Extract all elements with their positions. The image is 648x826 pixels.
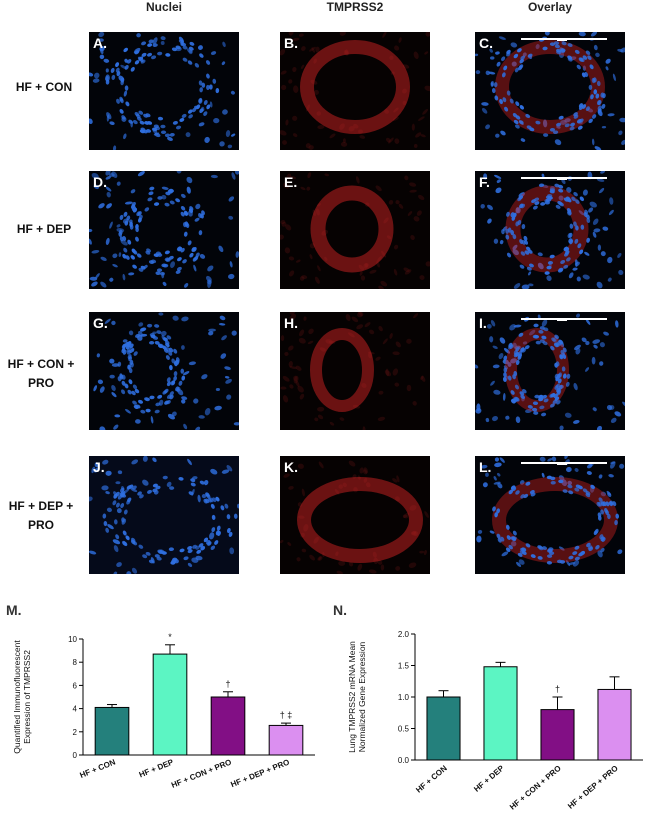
x-tick-label: HF + DEP + PRO (229, 758, 290, 790)
significance-mark: * (168, 632, 172, 642)
panel-label: D. (93, 174, 107, 190)
y-axis-label: Lung TMPRSS2 mRNA Mean (347, 641, 357, 753)
micrograph-panel-g: G. (89, 312, 239, 430)
panel-label: J. (93, 459, 105, 475)
x-tick-label: HF + CON (414, 763, 449, 794)
y-tick-label: 1.5 (398, 662, 410, 671)
y-tick-label: 0 (73, 751, 78, 760)
chart-m-label: M. (6, 602, 22, 618)
y-tick-label: 2 (73, 728, 78, 737)
y-tick-label: 4 (73, 705, 78, 714)
y-tick-label: 2.0 (398, 630, 410, 639)
y-tick-label: 0.0 (398, 756, 410, 765)
bar (210, 696, 246, 756)
significance-mark: † (555, 684, 560, 694)
x-tick-label: HF + CON (79, 757, 117, 779)
bar (268, 724, 304, 756)
bar (426, 696, 461, 761)
bar (483, 666, 518, 761)
y-tick-label: 1.0 (398, 693, 410, 702)
row-label-hf-con-pro: HF + CON + PRO (7, 357, 75, 390)
panel-label: B. (284, 35, 298, 51)
row-label-hf-con: HF + CON (15, 80, 73, 94)
x-tick-label: HF + DEP (472, 763, 506, 794)
y-tick-label: 10 (68, 635, 77, 644)
significance-mark: † ‡ (280, 710, 293, 720)
row-label-hf-dep-pro: HF + DEP + PRO (8, 499, 74, 532)
chart-n: 0.0 0.5 1.0 1.5 2.0 Lung TMPRSS2 mRNA Mean Nor… (347, 630, 643, 812)
y-tick-label: 0.5 (398, 725, 410, 734)
panel-label: E. (284, 174, 298, 190)
y-axis-label: Expression of TMPRSS2 (22, 650, 32, 744)
scale-bar (521, 177, 607, 180)
row-label-hf-dep: HF + DEP (16, 222, 72, 236)
bar (540, 709, 575, 761)
x-tick-label: HF + DEP (138, 757, 176, 779)
panel-label: G. (93, 315, 108, 331)
panel-label: A. (93, 35, 107, 51)
column-header-overlay: Overlay (527, 0, 573, 14)
bar (597, 688, 632, 761)
y-axis-label: Quantified Immunofluorescent (12, 640, 22, 754)
panel-label: H. (284, 315, 298, 331)
micrograph-panel-l: L. (475, 456, 625, 574)
column-header-nuclei: Nuclei (145, 0, 182, 14)
scale-bar (521, 462, 607, 465)
y-tick-label: 8 (73, 658, 78, 667)
micrograph-panel-f: F. (475, 171, 625, 289)
chart-m: 0 2 4 6 8 10 Quantified Immunofluorescent Expre… (12, 632, 315, 790)
panel-label: K. (284, 459, 298, 475)
bar (152, 653, 188, 756)
panel-label: I. (479, 315, 487, 331)
x-tick-label: HF + CON + PRO (508, 764, 563, 812)
micrograph-panel-a: A. (89, 32, 239, 150)
y-tick-label: 6 (73, 681, 78, 690)
bar (94, 706, 130, 756)
micrograph-panel-k: K. (280, 456, 430, 574)
x-tick-label: HF + DEP + PRO (566, 764, 620, 811)
x-tick-label: HF + CON + PRO (170, 758, 233, 790)
panel-label: F. (479, 174, 490, 190)
scale-bar (521, 38, 607, 41)
significance-mark: † (225, 679, 230, 689)
micrograph-panel-d: D. (89, 171, 239, 289)
micrograph-panel-j: J. (89, 456, 239, 574)
scale-bar (521, 318, 607, 321)
column-header-tmprss2: TMPRSS2 (326, 0, 384, 14)
micrograph-panel-i: I. (475, 312, 625, 430)
micrograph-panel-e: E. (280, 171, 430, 289)
panel-label: L. (479, 459, 492, 475)
micrograph-panel-b: B. (280, 32, 430, 150)
micrograph-panel-c: C. (475, 32, 625, 150)
chart-n-label: N. (333, 602, 347, 618)
y-axis-label: Normalized Gene Expression (357, 641, 367, 752)
micrograph-panel-h: H. (280, 312, 430, 430)
panel-label: C. (479, 35, 493, 51)
